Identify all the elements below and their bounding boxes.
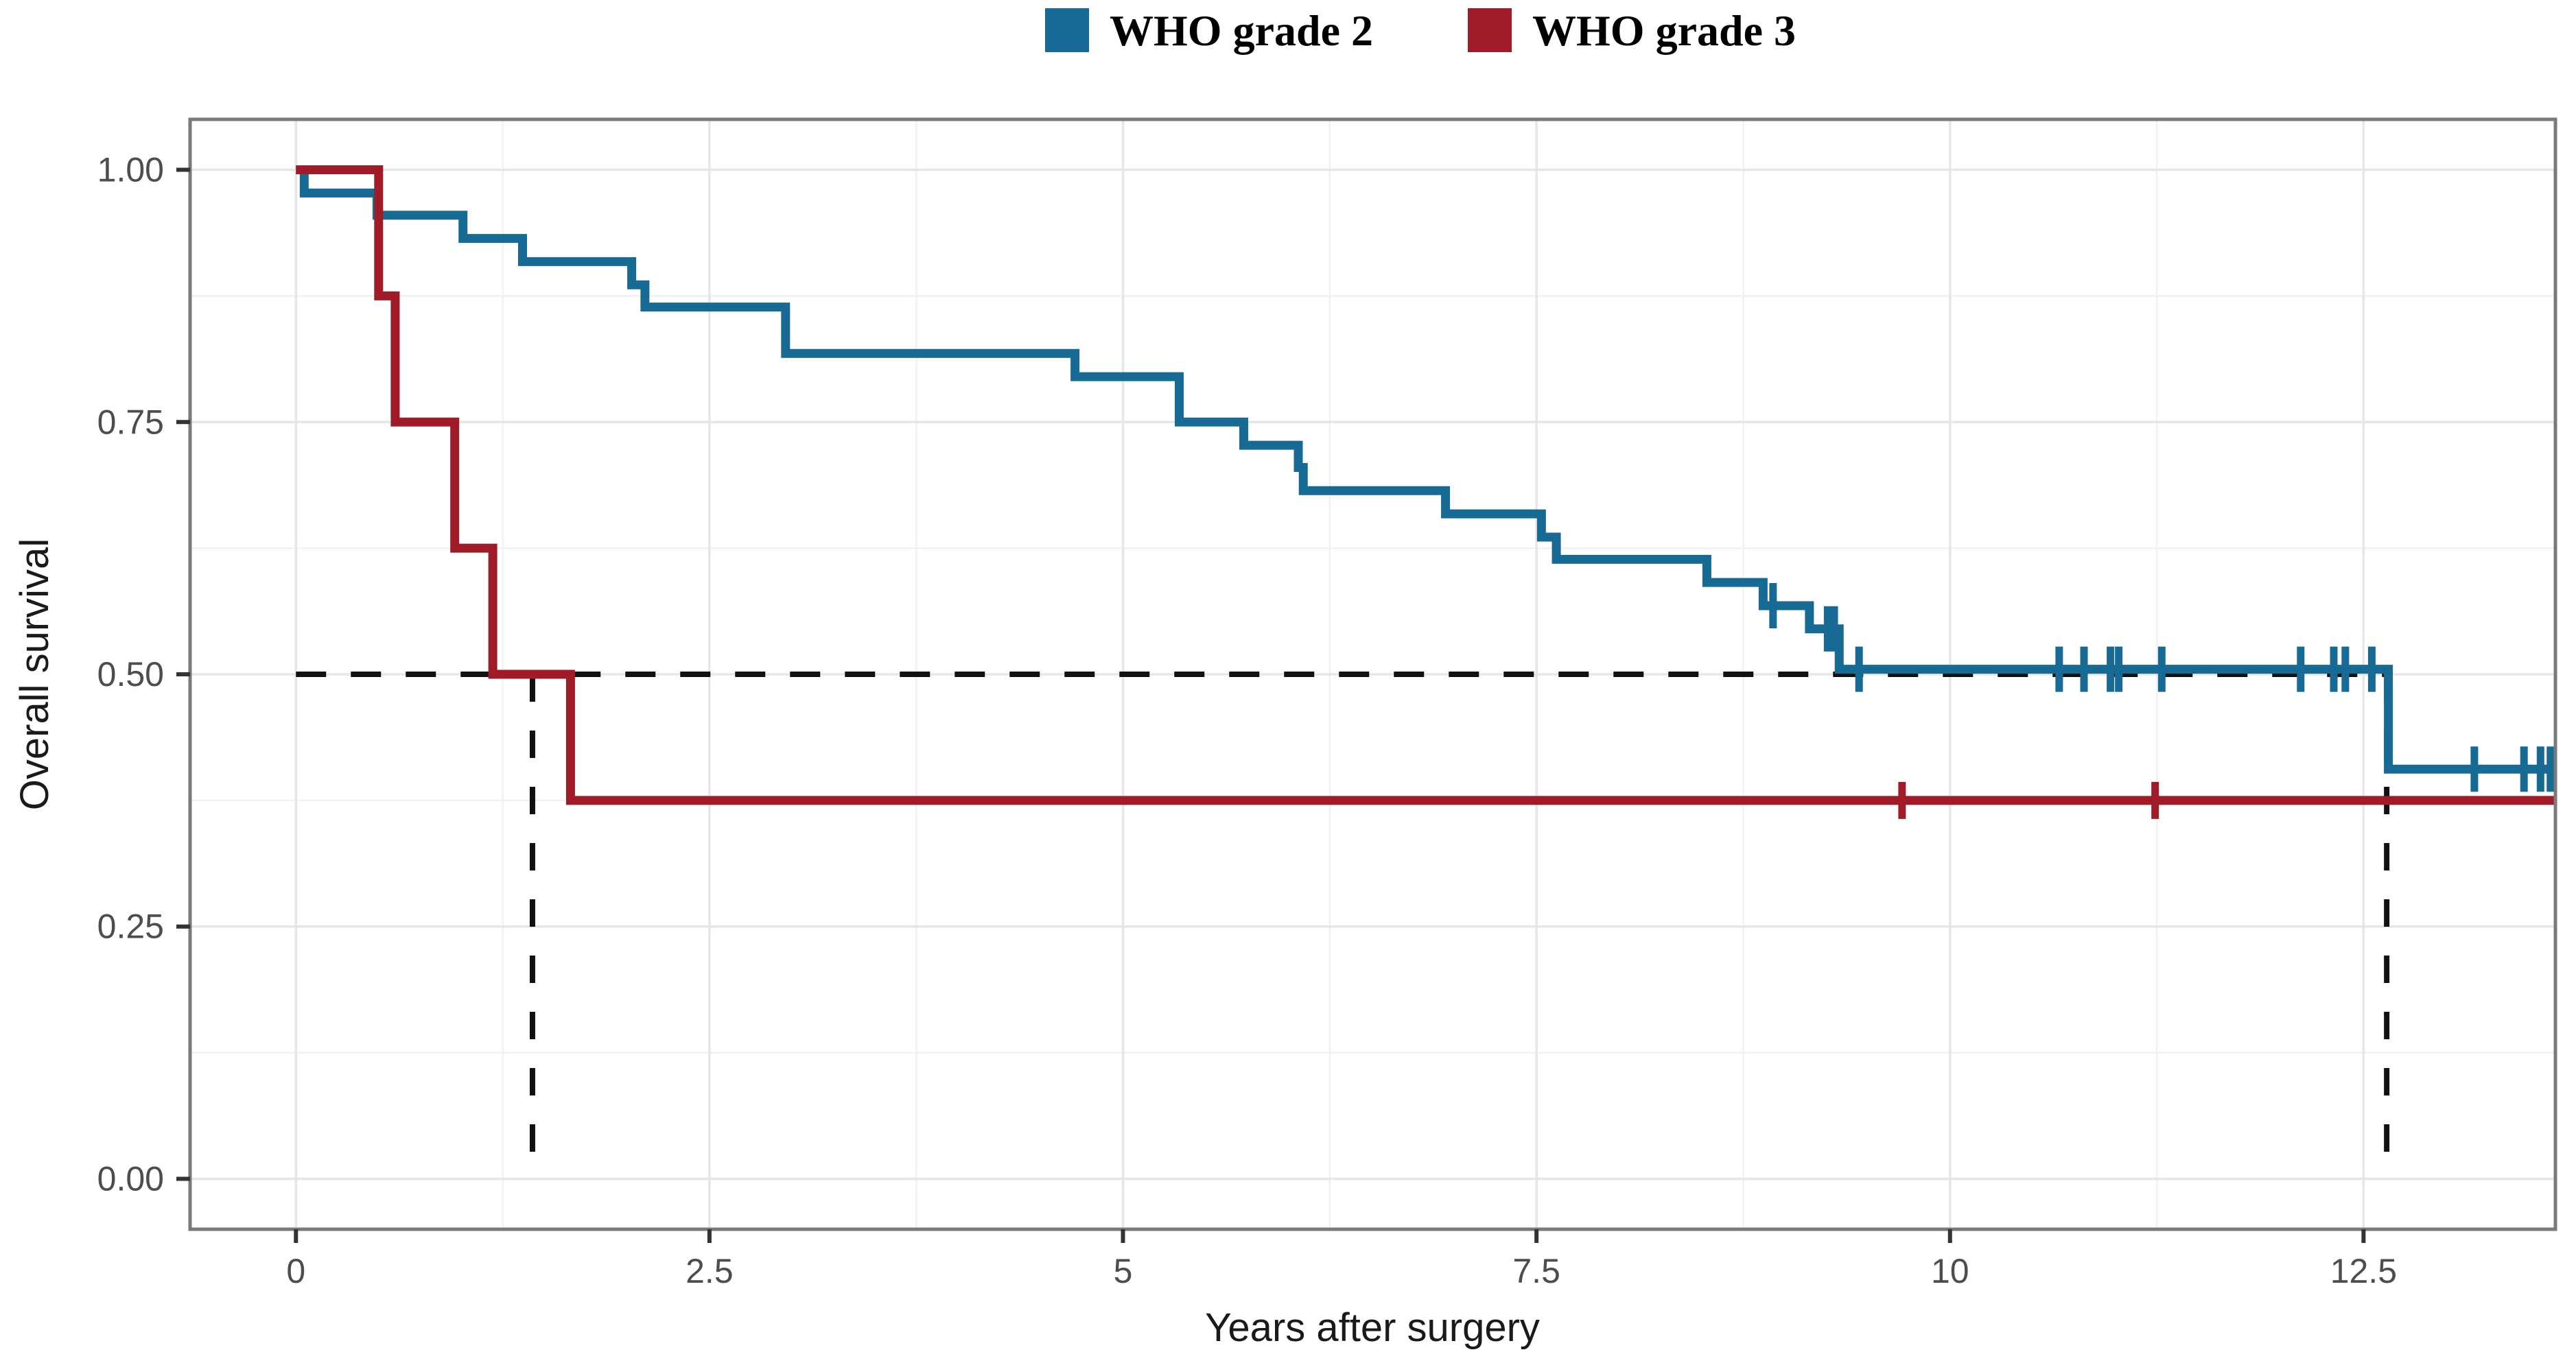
- legend-swatch-who-grade-3: [1468, 8, 1512, 52]
- axis-ticks: [176, 167, 2366, 1243]
- y-tick-label: 0.75: [97, 403, 164, 441]
- x-tick-label: 7.5: [1512, 1252, 1560, 1290]
- legend: WHO grade 2 WHO grade 3: [1045, 6, 1796, 55]
- series-who-grade-3: [296, 165, 2555, 819]
- x-tick-label: 12.5: [2330, 1252, 2397, 1290]
- y-tick-label: 0.00: [97, 1159, 164, 1198]
- survival-step-curve: [296, 165, 2555, 805]
- legend-swatch-who-grade-2: [1045, 8, 1089, 52]
- y-axis-title: Overall survival: [12, 538, 57, 810]
- x-tick-label: 0: [286, 1252, 305, 1290]
- y-tick-label: 1.00: [97, 151, 164, 189]
- x-tick-labels: 0 2.5 5 7.5 10 12.5: [286, 1252, 2397, 1290]
- median-dashed-lines: [296, 672, 2390, 1179]
- y-tick-label: 0.25: [97, 908, 164, 946]
- x-tick-label: 2.5: [686, 1252, 734, 1290]
- y-tick-labels: 0.00 0.25 0.50 0.75 1.00: [97, 151, 164, 1198]
- x-axis-title: Years after surgery: [1205, 1305, 1540, 1350]
- x-tick-label: 10: [1931, 1252, 1969, 1290]
- x-tick-label: 5: [1114, 1252, 1133, 1290]
- series-who-grade-2: [296, 165, 2555, 792]
- legend-label-who-grade-3: WHO grade 3: [1532, 6, 1796, 55]
- legend-label-who-grade-2: WHO grade 2: [1110, 6, 1373, 55]
- y-tick-label: 0.50: [97, 655, 164, 694]
